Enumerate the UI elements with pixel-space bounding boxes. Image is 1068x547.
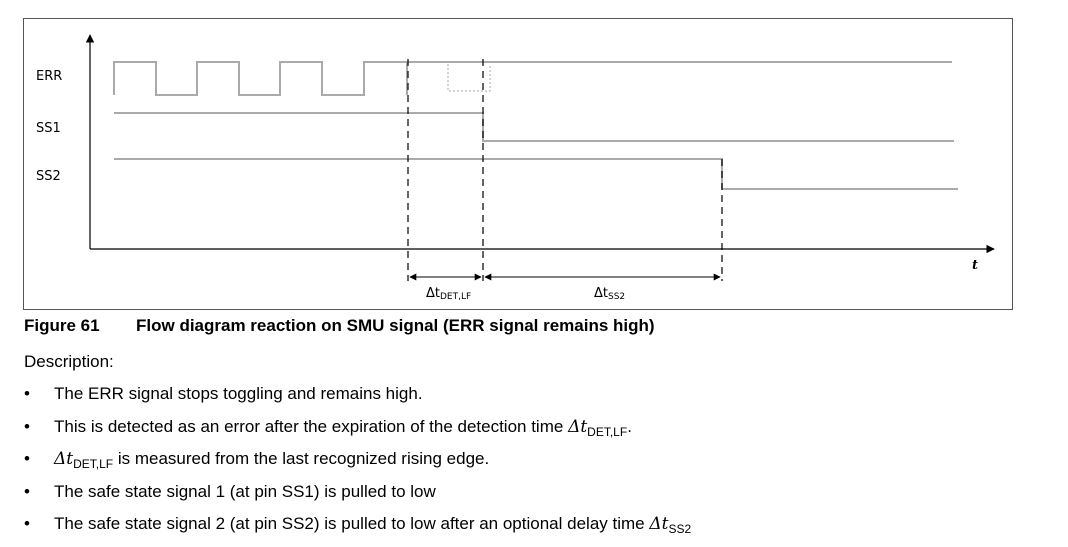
signal-label-ss2: SS2 bbox=[36, 169, 61, 184]
bullet-icon: • bbox=[24, 416, 30, 436]
description-heading: Description: bbox=[24, 352, 114, 371]
signal-label-err: ERR bbox=[36, 69, 62, 84]
figure-title: Flow diagram reaction on SMU signal (ERR… bbox=[136, 316, 655, 335]
x-axis-label: t bbox=[972, 258, 978, 273]
list-item: • This is detected as an error after the… bbox=[24, 416, 632, 439]
bullet-icon: • bbox=[24, 384, 30, 403]
math-symbol: Δt bbox=[54, 449, 74, 469]
list-item: • The safe state signal 1 (at pin SS1) i… bbox=[24, 481, 436, 501]
delta-ss2-label: ΔtSS2 bbox=[594, 286, 625, 302]
delta-det-lf-label: ΔtDET,LF bbox=[426, 286, 471, 302]
ss1-waveform bbox=[114, 112, 954, 142]
bullet-icon: • bbox=[24, 481, 30, 501]
bullet-icon: • bbox=[24, 514, 30, 533]
list-item: • The ERR signal stops toggling and rema… bbox=[24, 384, 423, 403]
description-list: • The ERR signal stops toggling and rema… bbox=[24, 384, 691, 547]
math-symbol: Δt bbox=[568, 416, 588, 437]
signal-label-ss1: SS1 bbox=[36, 121, 61, 136]
err-expected-pulse-outline bbox=[447, 64, 491, 92]
figure-caption: Figure 61 Flow diagram reaction on SMU si… bbox=[24, 316, 655, 336]
list-item: • The safe state signal 2 (at pin SS2) i… bbox=[24, 514, 692, 536]
timing-diagram: t ERR SS1 SS2 ΔtDET,LF ΔtSS2 bbox=[23, 18, 1013, 310]
timing-diagram-canvas: t ERR SS1 SS2 ΔtDET,LF ΔtSS2 bbox=[36, 34, 995, 302]
ss2-waveform bbox=[114, 158, 958, 190]
err-waveform bbox=[113, 61, 952, 96]
math-symbol: Δt bbox=[649, 514, 669, 534]
bullet-icon: • bbox=[24, 449, 30, 468]
figure-number: Figure 61 bbox=[24, 316, 100, 335]
list-item: • ΔtDET,LF is measured from the last rec… bbox=[24, 449, 490, 471]
